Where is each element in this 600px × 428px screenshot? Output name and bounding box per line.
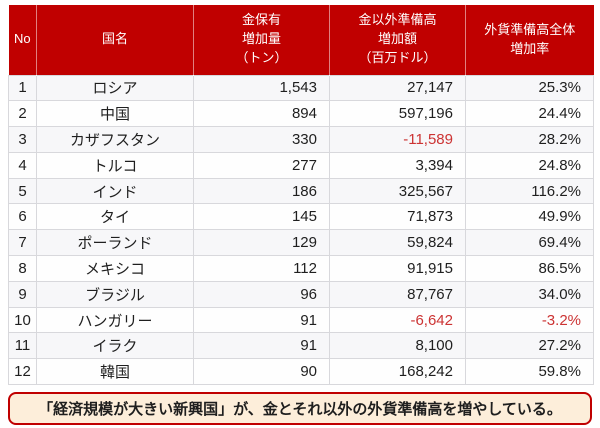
cell-gold-increase: 90	[193, 358, 330, 386]
cell-total-rate: 116.2%	[465, 177, 594, 205]
cell-nongold-increase: 91,915	[329, 255, 466, 282]
cell-total-rate: 25.3%	[465, 74, 594, 102]
cell-country: トルコ	[36, 151, 194, 179]
cell-nongold-increase: 71,873	[329, 203, 466, 231]
table-row: 4 トルコ 277 3,394 24.8%	[8, 151, 594, 179]
cell-country: イラク	[36, 332, 194, 360]
cell-no: 6	[8, 203, 37, 231]
table-row: 3 カザフスタン 330 -11,589 28.2%	[8, 126, 594, 153]
cell-gold-increase: 145	[193, 203, 330, 231]
cell-no: 2	[8, 100, 37, 128]
cell-nongold-increase: 8,100	[329, 332, 466, 360]
header-gold-increase: 金保有 増加量 （トン）	[193, 5, 330, 75]
cell-gold-increase: 129	[193, 229, 330, 257]
cell-country: ポーランド	[36, 229, 194, 257]
header-no: No	[8, 5, 37, 75]
cell-nongold-increase: 597,196	[329, 100, 466, 128]
cell-nongold-increase: 168,242	[329, 358, 466, 386]
cell-no: 4	[8, 151, 37, 179]
table-row: 10 ハンガリー 91 -6,642 -3.2%	[8, 306, 594, 334]
cell-no: 8	[8, 255, 37, 282]
cell-total-rate: -3.2%	[465, 306, 594, 334]
table-body: 1 ロシア 1,543 27,147 25.3% 2 中国 894 597,196 24.4% 3 カ…	[8, 74, 594, 386]
cell-nongold-increase: 27,147	[329, 74, 466, 102]
cell-country: ハンガリー	[36, 306, 194, 334]
summary-note-text: 「経済規模が大きい新興国」が、金とそれ以外の外貨準備高を増やしている。	[38, 401, 562, 418]
header-country: 国名	[36, 5, 194, 75]
cell-gold-increase: 91	[193, 332, 330, 360]
cell-total-rate: 24.8%	[465, 151, 594, 179]
cell-country: ロシア	[36, 74, 194, 102]
cell-no: 11	[8, 332, 37, 360]
cell-nongold-increase: 87,767	[329, 280, 466, 308]
table-row: 9 ブラジル 96 87,767 34.0%	[8, 280, 594, 308]
table-row: 1 ロシア 1,543 27,147 25.3%	[8, 74, 594, 102]
header-nongold-increase: 金以外準備高 増加額 （百万ドル）	[329, 5, 466, 75]
cell-no: 5	[8, 177, 37, 205]
cell-total-rate: 28.2%	[465, 126, 594, 153]
cell-gold-increase: 91	[193, 306, 330, 334]
cell-country: カザフスタン	[36, 126, 194, 153]
cell-gold-increase: 96	[193, 280, 330, 308]
cell-country: インド	[36, 177, 194, 205]
cell-country: 中国	[36, 100, 194, 128]
table-row: 2 中国 894 597,196 24.4%	[8, 100, 594, 128]
cell-country: ブラジル	[36, 280, 194, 308]
cell-gold-increase: 186	[193, 177, 330, 205]
cell-nongold-increase: 3,394	[329, 151, 466, 179]
cell-nongold-increase: 325,567	[329, 177, 466, 205]
cell-no: 10	[8, 306, 37, 334]
cell-no: 3	[8, 126, 37, 153]
table-row: 7 ポーランド 129 59,824 69.4%	[8, 229, 594, 257]
cell-country: 韓国	[36, 358, 194, 386]
cell-total-rate: 24.4%	[465, 100, 594, 128]
header-row: No 国名 金保有 増加量 （トン） 金以外準備高 増加額 （百万ドル） 外貨準…	[8, 5, 594, 75]
cell-total-rate: 69.4%	[465, 229, 594, 257]
cell-no: 12	[8, 358, 37, 386]
cell-no: 1	[8, 74, 37, 102]
cell-gold-increase: 277	[193, 151, 330, 179]
cell-country: タイ	[36, 203, 194, 231]
cell-no: 7	[8, 229, 37, 257]
cell-nongold-increase: 59,824	[329, 229, 466, 257]
table-row: 5 インド 186 325,567 116.2%	[8, 177, 594, 205]
cell-total-rate: 49.9%	[465, 203, 594, 231]
header-total-rate: 外貨準備高全体 増加率	[465, 5, 594, 75]
cell-gold-increase: 894	[193, 100, 330, 128]
cell-gold-increase: 330	[193, 126, 330, 153]
cell-no: 9	[8, 280, 37, 308]
table-row: 8 メキシコ 112 91,915 86.5%	[8, 255, 594, 282]
cell-country: メキシコ	[36, 255, 194, 282]
cell-total-rate: 86.5%	[465, 255, 594, 282]
table-row: 12 韓国 90 168,242 59.8%	[8, 358, 594, 386]
cell-gold-increase: 112	[193, 255, 330, 282]
summary-note: 「経済規模が大きい新興国」が、金とそれ以外の外貨準備高を増やしている。	[8, 392, 592, 425]
table-row: 6 タイ 145 71,873 49.9%	[8, 203, 594, 231]
cell-total-rate: 59.8%	[465, 358, 594, 386]
gold-reserves-table: No 国名 金保有 増加量 （トン） 金以外準備高 増加額 （百万ドル） 外貨準…	[8, 5, 594, 386]
cell-gold-increase: 1,543	[193, 74, 330, 102]
cell-nongold-increase: -6,642	[329, 306, 466, 334]
cell-nongold-increase: -11,589	[329, 126, 466, 153]
cell-total-rate: 34.0%	[465, 280, 594, 308]
gold-reserves-table-wrap: No 国名 金保有 増加量 （トン） 金以外準備高 増加額 （百万ドル） 外貨準…	[8, 5, 594, 386]
table-row: 11 イラク 91 8,100 27.2%	[8, 332, 594, 360]
cell-total-rate: 27.2%	[465, 332, 594, 360]
